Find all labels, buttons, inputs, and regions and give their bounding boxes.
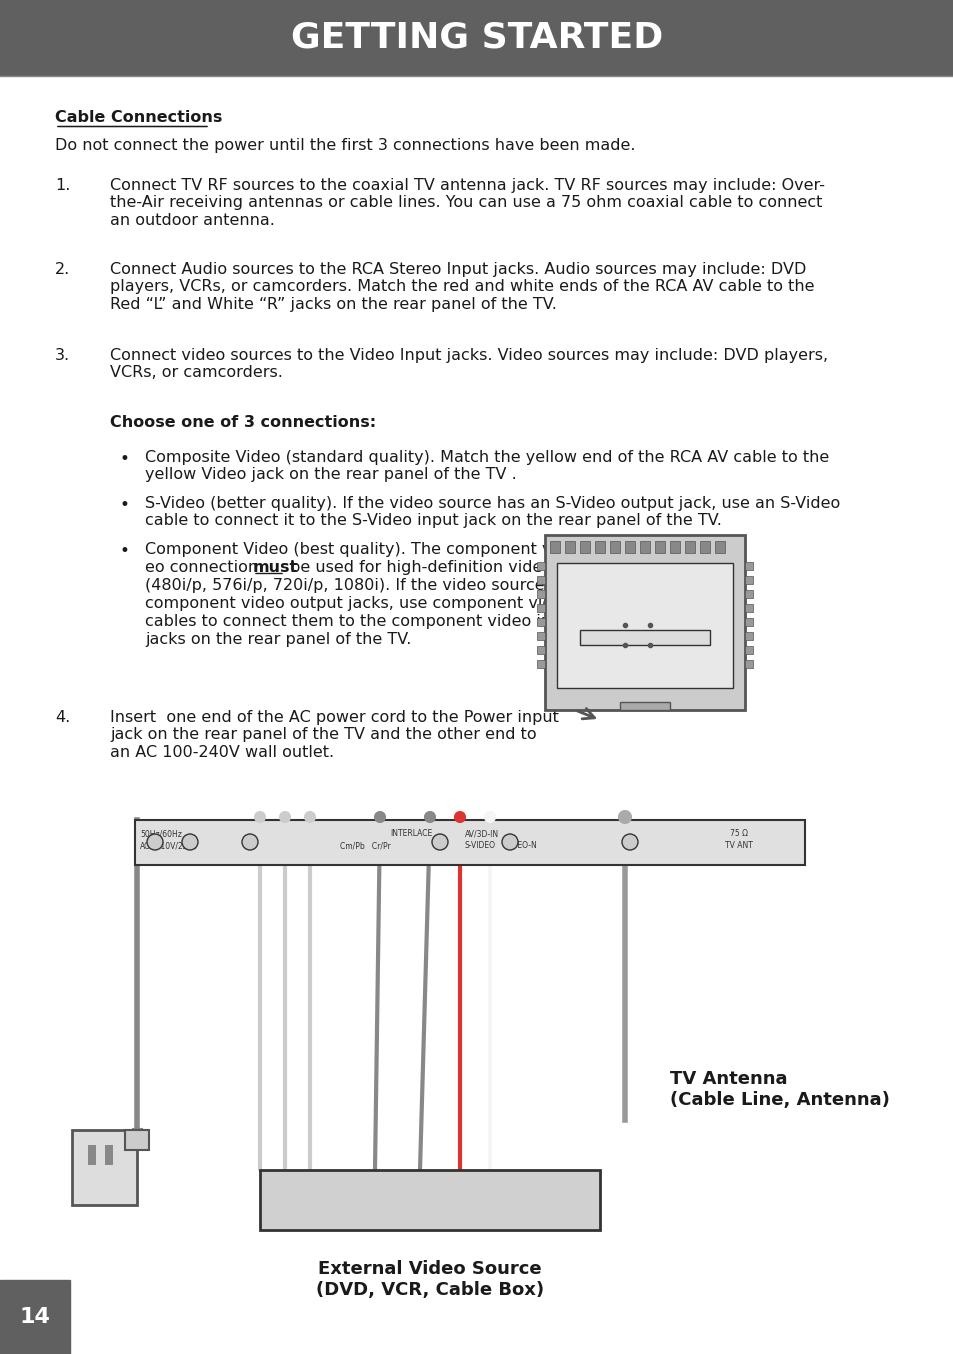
Text: 14: 14 (20, 1307, 51, 1327)
Circle shape (424, 812, 435, 822)
Text: Cable Connections: Cable Connections (55, 110, 222, 125)
Text: 1.: 1. (55, 177, 71, 194)
Bar (619, 701, 669, 709)
Text: Connect Audio sources to the RCA Stereo Input jacks. Audio sources may include: : Connect Audio sources to the RCA Stereo … (110, 263, 814, 311)
Text: AC~110V/220V: AC~110V/220V (140, 841, 198, 850)
Bar (595, 542, 604, 552)
Circle shape (242, 834, 257, 850)
Text: 75 Ω: 75 Ω (729, 830, 747, 838)
Bar (537, 562, 544, 570)
Text: be used for high-definition video: be used for high-definition video (285, 561, 552, 575)
Text: VIDEO-N: VIDEO-N (504, 841, 537, 850)
Text: cables to connect them to the component video input: cables to connect them to the component … (145, 613, 578, 630)
Text: Insert  one end of the AC power cord to the Power input
jack on the rear panel o: Insert one end of the AC power cord to t… (110, 709, 558, 760)
FancyArrowPatch shape (577, 708, 594, 719)
Bar (537, 575, 544, 584)
Bar (624, 542, 635, 552)
Text: Connect video sources to the Video Input jacks. Video sources may include: DVD p: Connect video sources to the Video Input… (110, 348, 827, 380)
Text: S-VIDEO: S-VIDEO (464, 841, 496, 850)
Circle shape (432, 834, 448, 850)
Bar (537, 604, 544, 612)
Circle shape (182, 834, 198, 850)
Text: External Video Source
(DVD, VCR, Cable Box): External Video Source (DVD, VCR, Cable B… (315, 1261, 543, 1298)
Bar (609, 542, 619, 552)
Bar (744, 575, 752, 584)
Bar (714, 542, 724, 552)
Bar (537, 590, 544, 598)
Bar (639, 542, 649, 552)
Text: Cm/Pb   Cr/Pr: Cm/Pb Cr/Pr (339, 841, 391, 850)
Bar (550, 542, 559, 552)
Text: component video output jacks, use component video: component video output jacks, use compon… (145, 596, 572, 611)
Bar (744, 617, 752, 626)
Bar (125, 1131, 149, 1150)
Bar (557, 563, 732, 688)
Bar (655, 542, 664, 552)
Text: INTERLACE: INTERLACE (390, 830, 432, 838)
Bar (744, 646, 752, 654)
Bar (537, 659, 544, 668)
Text: Composite Video (standard quality). Match the yellow end of the RCA AV cable to : Composite Video (standard quality). Matc… (145, 450, 828, 482)
Text: 4.: 4. (55, 709, 71, 724)
Bar (88, 1145, 96, 1164)
Circle shape (375, 812, 385, 822)
Bar (537, 646, 544, 654)
Text: TV ANT: TV ANT (724, 841, 752, 850)
Circle shape (254, 812, 265, 822)
Bar (684, 542, 695, 552)
Text: S-Video (better quality). If the video source has an S-Video output jack, use an: S-Video (better quality). If the video s… (145, 496, 840, 528)
Text: TV Antenna
(Cable Line, Antenna): TV Antenna (Cable Line, Antenna) (669, 1070, 889, 1109)
Bar (744, 604, 752, 612)
Bar (0, 1280, 70, 1354)
Bar (0, 0, 953, 74)
Bar (744, 562, 752, 570)
Text: AV/3D-IN: AV/3D-IN (464, 830, 498, 838)
Bar (537, 632, 544, 640)
Bar (669, 542, 679, 552)
Text: must: must (253, 561, 298, 575)
Bar (744, 659, 752, 668)
Text: •: • (120, 542, 130, 561)
Circle shape (280, 812, 290, 822)
Bar (564, 542, 575, 552)
Bar (544, 535, 744, 709)
Circle shape (484, 812, 495, 822)
Text: Connect TV RF sources to the coaxial TV antenna jack. TV RF sources may include:: Connect TV RF sources to the coaxial TV … (110, 177, 824, 227)
Bar (71, 1131, 137, 1205)
Circle shape (147, 834, 163, 850)
Text: Do not connect the power until the first 3 connections have been made.: Do not connect the power until the first… (55, 138, 635, 153)
Circle shape (618, 811, 630, 823)
Text: •: • (120, 450, 130, 468)
Text: Component Video (best quality). The component vid-: Component Video (best quality). The comp… (145, 542, 572, 556)
Text: 50Hz/60Hz: 50Hz/60Hz (140, 830, 182, 838)
Bar (105, 1145, 112, 1164)
Bar (260, 1170, 599, 1229)
Circle shape (501, 834, 517, 850)
Bar (135, 821, 804, 865)
Text: •: • (120, 496, 130, 515)
Circle shape (621, 834, 638, 850)
Text: 3.: 3. (55, 348, 71, 363)
Circle shape (305, 812, 314, 822)
Bar (537, 617, 544, 626)
Bar (579, 630, 709, 645)
Circle shape (455, 812, 464, 822)
Bar (744, 590, 752, 598)
Text: GETTING STARTED: GETTING STARTED (291, 22, 662, 56)
Text: (480i/p, 576i/p, 720i/p, 1080i). If the video source has: (480i/p, 576i/p, 720i/p, 1080i). If the … (145, 578, 578, 593)
Text: eo connection: eo connection (145, 561, 263, 575)
Bar (700, 542, 709, 552)
Text: 2.: 2. (55, 263, 71, 278)
Bar (744, 632, 752, 640)
Bar (579, 542, 589, 552)
Text: jacks on the rear panel of the TV.: jacks on the rear panel of the TV. (145, 632, 411, 647)
Text: Choose one of 3 connections:: Choose one of 3 connections: (110, 414, 375, 431)
